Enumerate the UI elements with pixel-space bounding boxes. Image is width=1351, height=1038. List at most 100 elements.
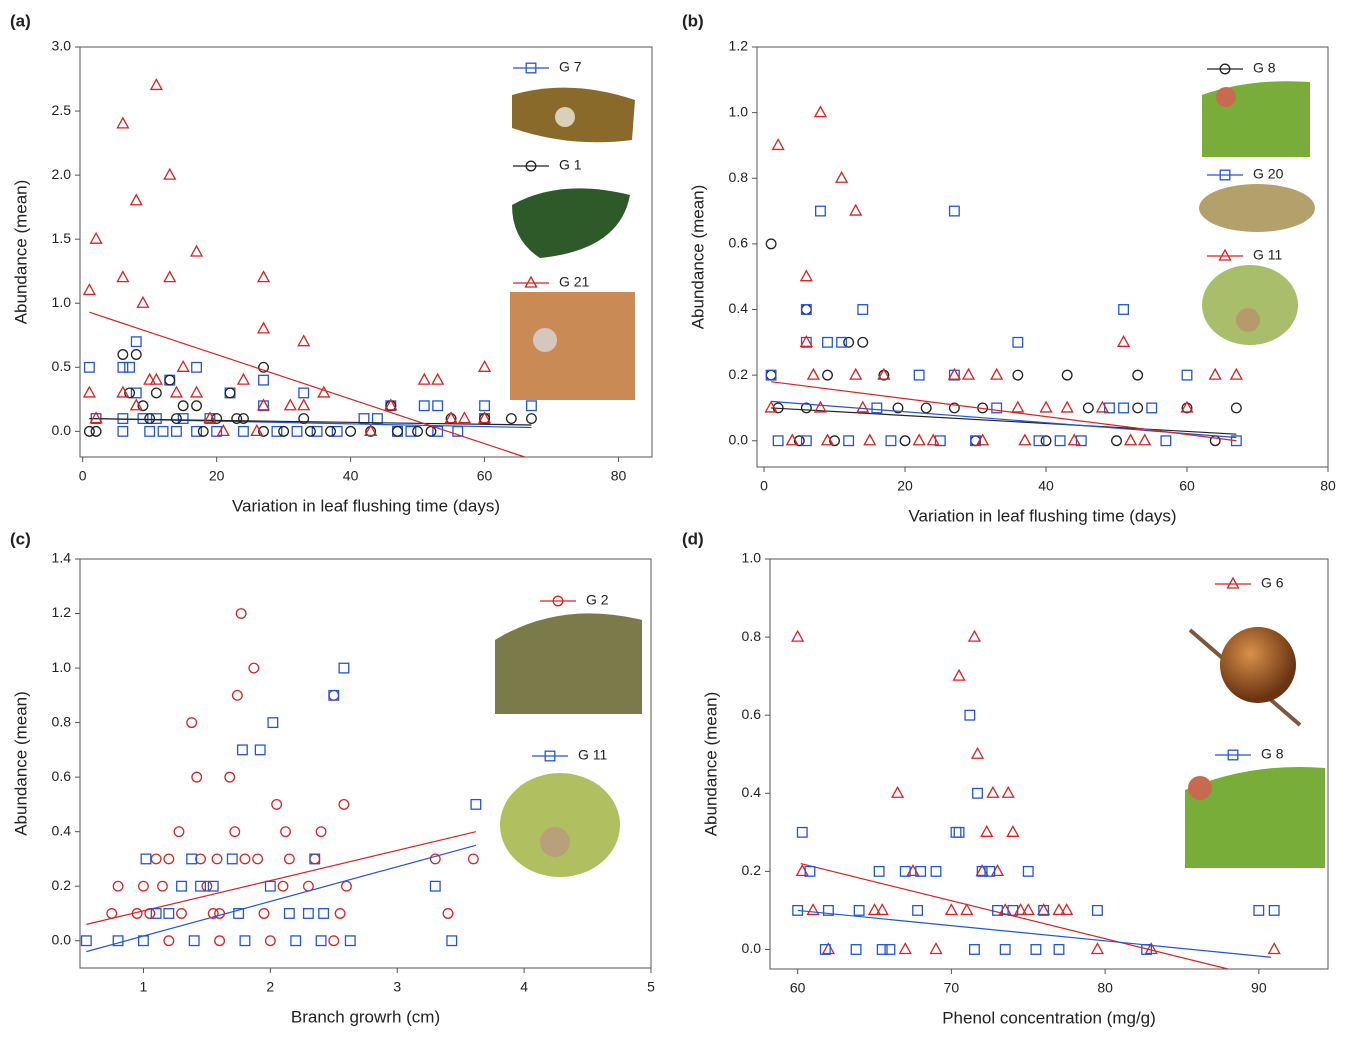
y-tick-label: 1.0: [742, 550, 762, 566]
point: [150, 908, 162, 919]
point: [975, 433, 990, 446]
point: [991, 402, 1003, 414]
point: [130, 349, 142, 360]
point: [129, 398, 143, 411]
x-tick-label: 20: [897, 478, 913, 494]
point: [149, 372, 163, 385]
point: [1181, 369, 1193, 381]
point: [467, 853, 479, 865]
y-axis-label: Abundance (mean): [11, 691, 30, 836]
point: [800, 304, 812, 315]
legend-label: G 7: [559, 59, 582, 75]
point: [224, 771, 236, 783]
y-tick-label: 0.2: [742, 862, 762, 878]
point: [89, 411, 103, 424]
point: [899, 435, 911, 447]
point: [822, 336, 833, 348]
point: [302, 908, 314, 919]
point: [806, 367, 820, 380]
point: [163, 270, 177, 283]
photo-g8: [1185, 766, 1325, 868]
point: [264, 935, 276, 947]
y-axis-label: Abundance (mean): [11, 180, 30, 325]
point: [364, 424, 378, 437]
point: [258, 361, 269, 373]
point: [505, 413, 517, 425]
point: [83, 361, 95, 373]
point: [813, 105, 828, 118]
photo-g1: [512, 188, 630, 258]
point: [129, 193, 143, 206]
point: [1038, 904, 1050, 916]
point: [328, 935, 340, 947]
point: [124, 361, 136, 373]
y-tick-label: 0.0: [52, 422, 72, 438]
point: [82, 283, 96, 296]
point: [163, 935, 175, 947]
point: [157, 880, 168, 892]
point: [1030, 944, 1042, 955]
point: [820, 433, 835, 446]
point: [1012, 369, 1024, 381]
point: [117, 425, 129, 437]
point: [1229, 367, 1243, 380]
y-tick-label: 1.0: [52, 659, 72, 675]
y-tick-label: 3.0: [52, 38, 72, 54]
point: [829, 435, 840, 447]
point: [384, 398, 398, 411]
x-tick-label: 80: [611, 468, 627, 484]
y-tick-label: 0.4: [742, 784, 762, 800]
point: [226, 853, 238, 865]
point: [525, 413, 537, 425]
point: [1054, 435, 1066, 447]
x-axis-label: Variation in leaf flushing time (days): [908, 506, 1176, 525]
point: [280, 826, 292, 838]
legend-marker: [1219, 169, 1231, 181]
point: [898, 942, 912, 955]
point: [843, 336, 855, 348]
point: [1061, 369, 1073, 381]
point: [331, 425, 343, 437]
point: [211, 413, 223, 425]
y-tick-label: 0.6: [52, 768, 72, 784]
legend-label: G 11: [578, 747, 608, 763]
photo-gall: [1216, 87, 1236, 107]
y-tick-label: 0.8: [729, 169, 749, 185]
x-tick-label: 3: [393, 979, 401, 995]
point: [849, 367, 863, 380]
point: [890, 785, 905, 798]
point: [188, 935, 200, 947]
point: [457, 411, 472, 424]
point: [80, 935, 92, 947]
point: [800, 435, 812, 447]
point: [948, 205, 960, 217]
point: [972, 787, 983, 799]
photo-g11: [500, 773, 620, 877]
point: [207, 880, 219, 892]
point: [1132, 402, 1144, 414]
point: [1018, 433, 1032, 446]
point: [912, 433, 926, 446]
point: [920, 402, 932, 414]
point: [189, 385, 204, 398]
point: [814, 205, 826, 217]
point: [236, 744, 248, 756]
point: [163, 167, 177, 180]
point: [1006, 824, 1020, 837]
point: [211, 425, 223, 437]
point: [163, 853, 175, 865]
y-tick-label: 1.2: [52, 604, 72, 620]
point: [176, 359, 190, 372]
point: [137, 400, 149, 412]
fit-line: [800, 862, 1229, 970]
point: [876, 944, 888, 955]
point: [338, 662, 350, 674]
y-tick-label: 0.4: [52, 822, 72, 838]
point: [186, 717, 198, 729]
point: [224, 387, 236, 399]
fit-line: [797, 909, 1272, 958]
point: [479, 400, 491, 412]
x-tick-label: 0: [79, 468, 87, 484]
legend-label: G 8: [1253, 60, 1276, 76]
point: [201, 880, 213, 892]
